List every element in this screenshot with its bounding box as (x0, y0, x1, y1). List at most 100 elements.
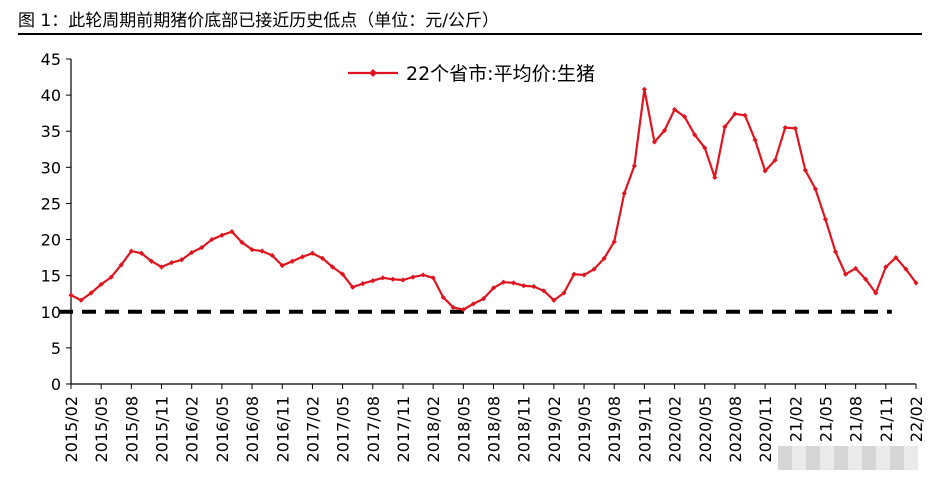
y-tick-label: 35 (41, 122, 61, 141)
watermark-blur (778, 446, 918, 470)
data-point (269, 252, 275, 259)
x-tick-label: 2019/05 (575, 396, 594, 462)
x-tick-label: 2020/05 (696, 396, 715, 462)
data-point (249, 247, 255, 253)
data-point (832, 249, 839, 255)
x-tick-label: 2018/11 (515, 396, 534, 462)
data-point (299, 254, 305, 260)
data-point (370, 278, 376, 284)
series-markers (68, 86, 919, 313)
x-tick-label: 2017/11 (394, 396, 413, 462)
data-point (500, 279, 507, 285)
x-tick-label: 2015/05 (92, 396, 111, 462)
data-point (168, 260, 175, 266)
legend-label: 22个省市:平均价:生猪 (406, 63, 595, 85)
data-point (380, 275, 386, 281)
x-tick-label: 2015/11 (153, 396, 172, 462)
y-tick-label: 15 (41, 267, 61, 286)
data-point (209, 236, 215, 243)
data-point (450, 304, 456, 311)
data-point (531, 283, 537, 290)
data-point (279, 262, 285, 269)
data-point (360, 281, 366, 287)
data-point (340, 271, 346, 277)
data-point (440, 294, 446, 300)
data-point (390, 276, 396, 282)
x-tick-label: 2020/08 (726, 396, 745, 462)
data-point (561, 290, 567, 296)
data-point (480, 296, 487, 302)
data-point (319, 255, 326, 261)
x-tick-label: 2016/08 (243, 396, 262, 462)
data-point (893, 255, 899, 261)
data-point (511, 280, 517, 286)
data-point (802, 167, 808, 173)
data-point (158, 264, 165, 270)
data-point (148, 258, 155, 264)
data-point (581, 272, 587, 278)
x-tick-label: 22/02 (907, 396, 926, 442)
y-tick-label: 0 (51, 375, 61, 394)
data-point (752, 137, 758, 143)
data-point (329, 264, 336, 270)
data-point (863, 276, 869, 282)
data-point (692, 132, 698, 138)
data-point (812, 186, 819, 192)
data-point (259, 248, 265, 254)
data-point (842, 271, 849, 277)
data-point (702, 145, 708, 151)
data-point (671, 106, 678, 113)
data-point (229, 229, 235, 235)
data-point (460, 307, 466, 313)
data-point (410, 274, 416, 280)
data-point (98, 281, 104, 287)
legend-swatch-marker (369, 69, 377, 77)
x-tick-label: 2019/02 (545, 396, 564, 462)
data-point (420, 272, 426, 278)
data-point (883, 264, 889, 270)
y-tick-label: 40 (41, 86, 61, 105)
data-point (651, 139, 658, 145)
data-point (541, 288, 547, 294)
data-point (138, 250, 145, 256)
data-point (853, 265, 859, 272)
data-point (551, 297, 557, 303)
data-point (873, 290, 879, 296)
x-tick-label: 21/08 (847, 396, 866, 442)
x-tick-label: 2019/11 (635, 396, 654, 462)
data-point (400, 277, 406, 283)
data-point (762, 168, 768, 174)
x-tick-label: 2015/08 (122, 396, 141, 462)
data-point (470, 301, 476, 307)
data-point (68, 292, 74, 298)
data-point (792, 125, 798, 131)
legend: 22个省市:平均价:生猪 (348, 63, 595, 85)
y-tick-label: 5 (51, 339, 61, 358)
y-tick-label: 45 (41, 50, 61, 69)
data-point (189, 249, 195, 256)
y-tick-labels: 0 5 10 15 20 25 30 35 40 45 (41, 50, 61, 394)
data-point (601, 255, 607, 261)
x-tick-label: 2020/02 (666, 396, 685, 462)
x-tick-label: 21/11 (877, 396, 896, 442)
data-point (661, 127, 668, 134)
data-point (490, 285, 497, 291)
data-point (631, 163, 637, 169)
data-point (199, 244, 205, 251)
x-tick-label: 21/05 (816, 396, 835, 442)
data-point (742, 112, 748, 118)
x-tick-label: 2016/02 (183, 396, 202, 462)
data-point (712, 174, 718, 181)
y-tick-label: 25 (41, 194, 61, 213)
x-tick-label: 2017/08 (364, 396, 383, 462)
data-point (641, 86, 647, 92)
x-tick-label: 21/02 (786, 396, 805, 442)
x-tick-label: 2018/02 (424, 396, 443, 462)
data-point (108, 274, 114, 280)
data-point (822, 216, 829, 222)
series-line-pig-price (70, 88, 917, 311)
data-point (289, 258, 295, 264)
figure-title: 图 1：此轮周期前期猪价底部已接近历史低点（单位：元/公斤） (18, 11, 499, 31)
x-tick-label: 2016/05 (213, 396, 232, 462)
data-point (219, 232, 225, 238)
